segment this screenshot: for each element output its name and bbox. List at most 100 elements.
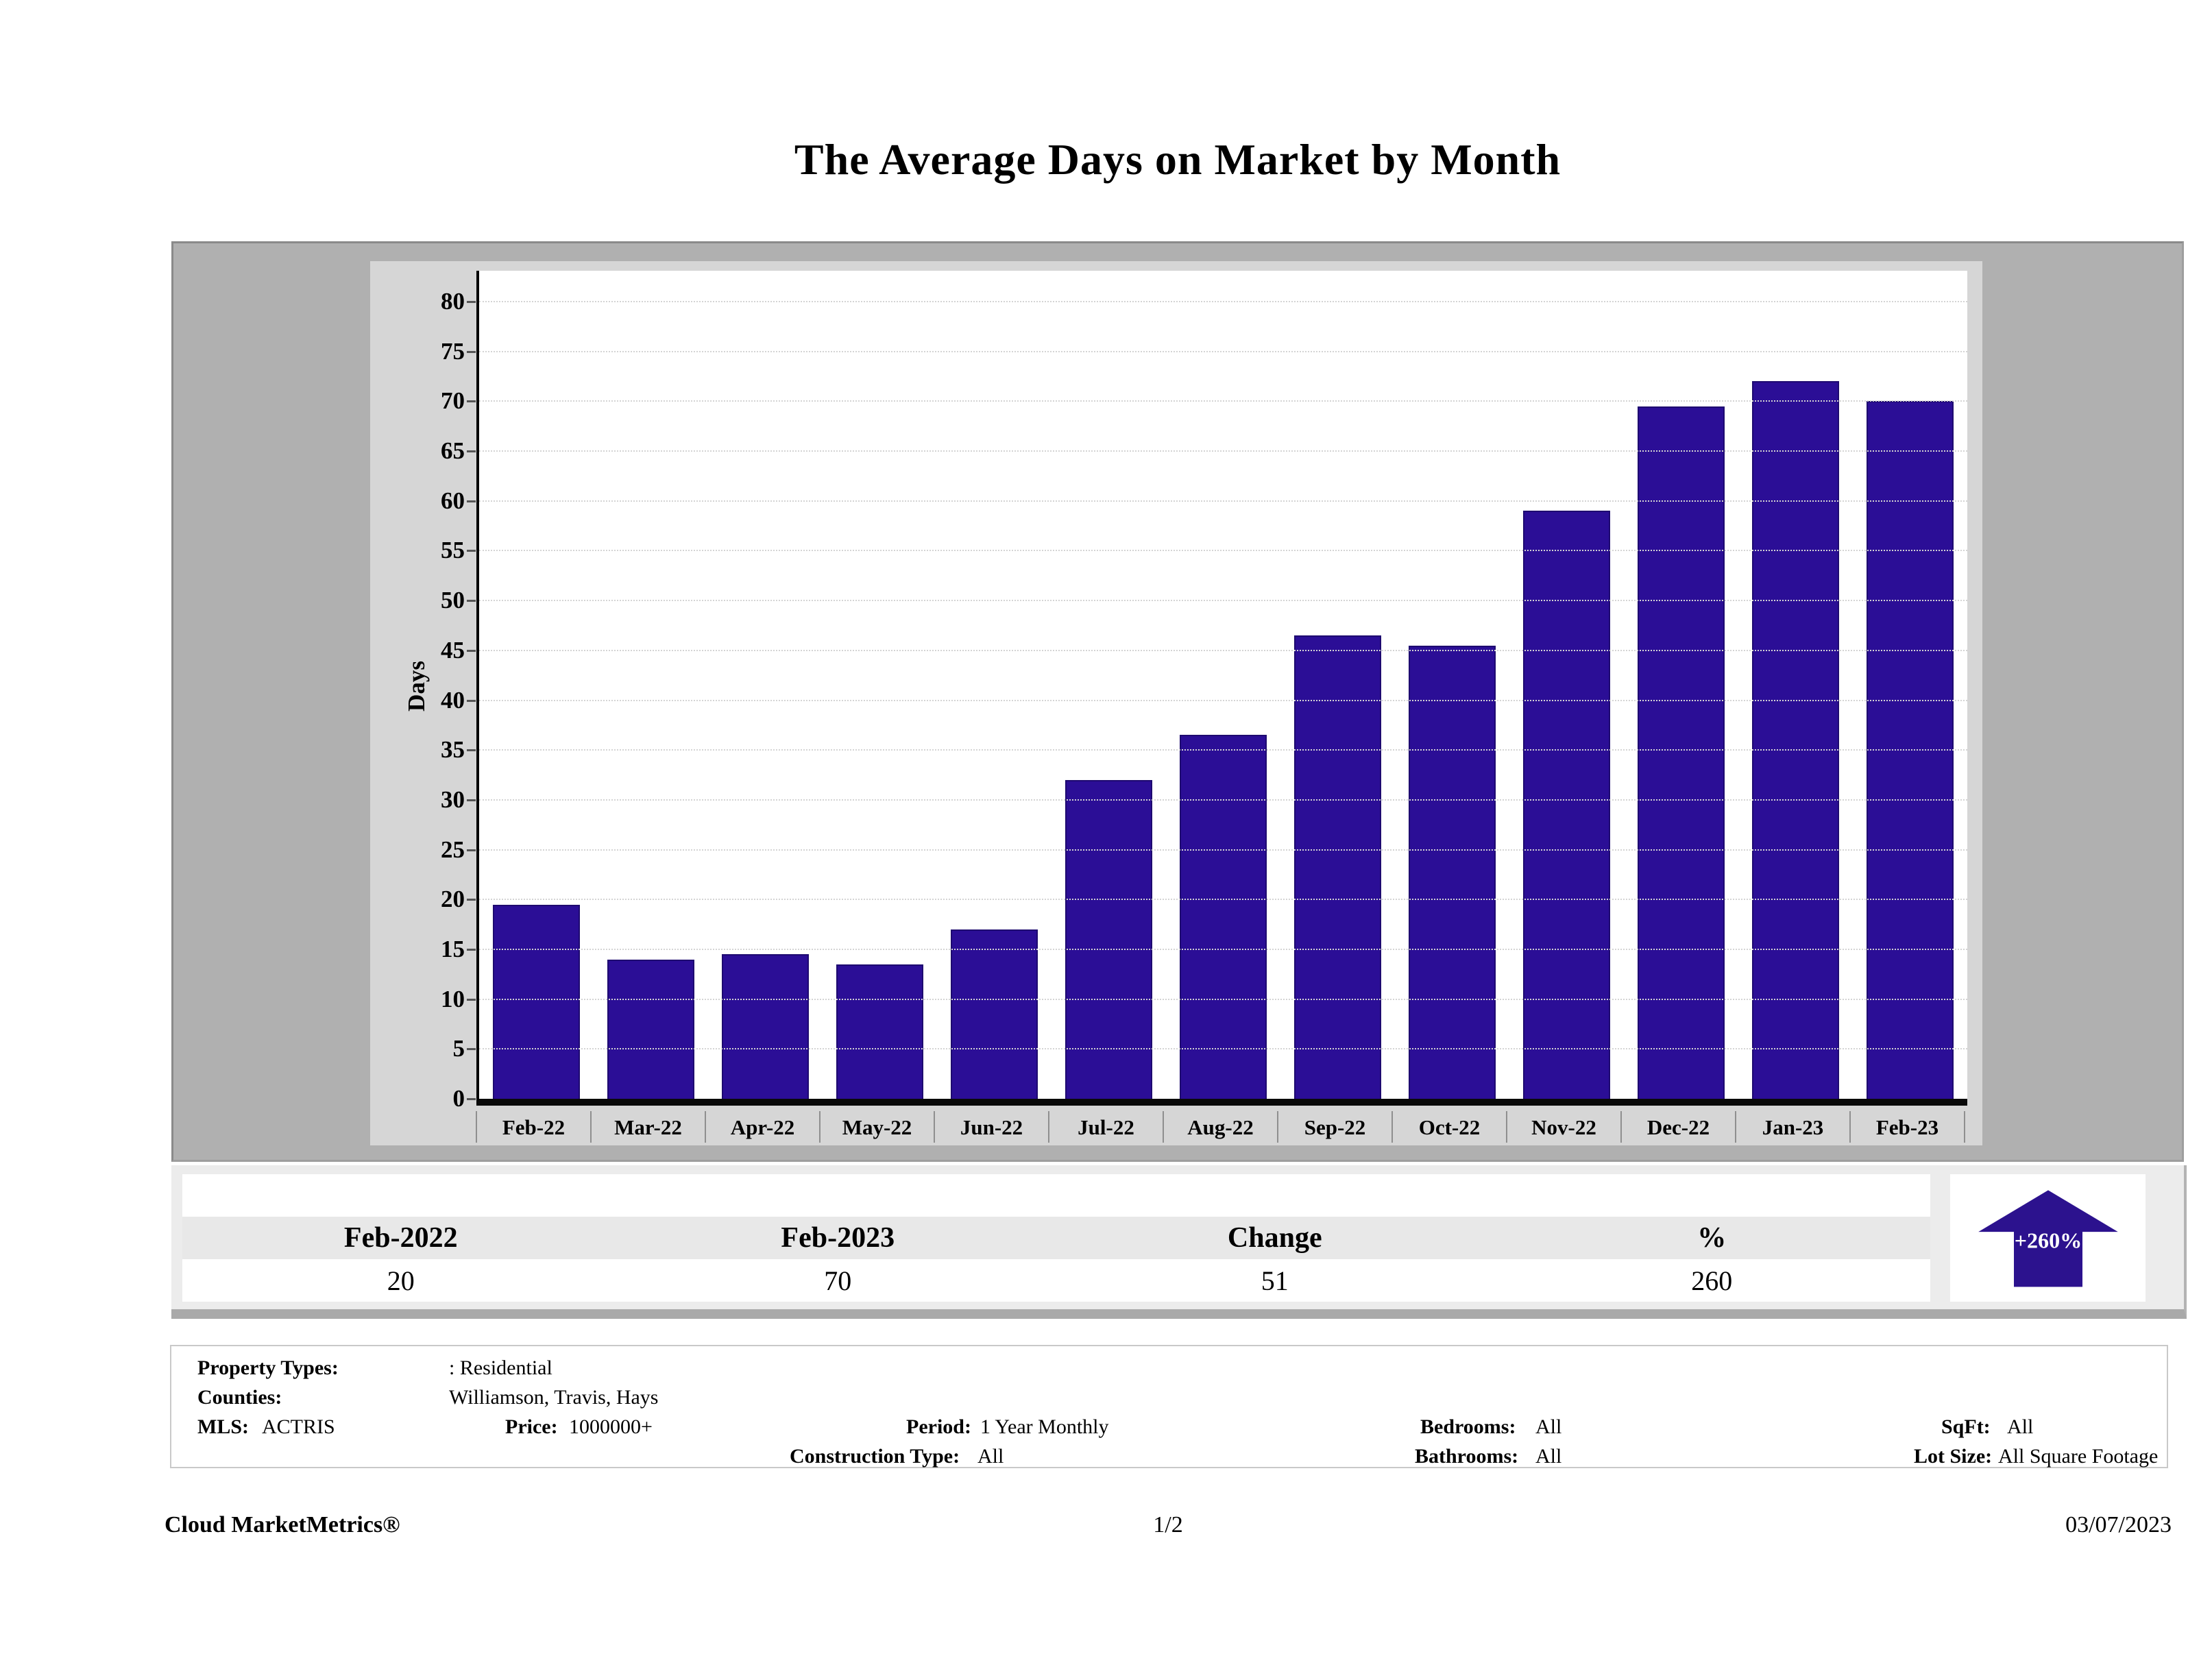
y-grid-line [479,799,1967,801]
bar-series [479,271,1967,1099]
summary-header-row: Feb-2022 Feb-2023 Change% [182,1217,1930,1259]
y-tick-label: 35 [441,736,465,764]
chart-panel: Days Feb-22 Mar-22 Apr-22 May-22 Jun-22 Jul-2… [171,241,2184,1162]
x-tick-label: Dec-22 [1646,1115,1710,1139]
y-grid-line [479,649,1967,651]
bathrooms-value: All [1535,1445,1562,1468]
y-grid-line [479,550,1967,552]
y-tick-mark [467,1098,476,1100]
bar-slot [823,964,937,1099]
x-tick-separator [1277,1111,1278,1143]
bar-slot [1395,645,1509,1099]
y-tick-mark [467,799,476,801]
y-tick-mark [467,849,476,851]
summary-value-row: 20 70 51 260 [182,1259,1930,1302]
y-grid-line [479,400,1967,402]
x-tick-label: Oct-22 [1418,1115,1481,1139]
x-tick-separator [1048,1111,1049,1143]
bar-slot [1280,635,1395,1099]
x-tick-label: Nov-22 [1531,1115,1596,1139]
y-grid-line [479,849,1967,851]
y-tick-mark [467,649,476,652]
bar-slot [708,954,823,1099]
y-tick-label: 10 [441,985,465,1012]
x-axis-labels: Feb-22 Mar-22 Apr-22 May-22 Jun-22 Jul-22 Aug-… [476,1111,1965,1144]
up-arrow-icon: +260% [1978,1190,2118,1287]
construction-type-label: Construction Type: [790,1445,960,1468]
bar-slot [1738,381,1853,1099]
y-grid-line [479,948,1967,950]
y-tick-mark [467,749,476,752]
x-tick-separator [934,1111,935,1143]
bar-slot [1624,406,1738,1099]
footer-date: 03/07/2023 [2065,1512,2172,1537]
sqft-label: SqFt: [1941,1415,1991,1438]
x-tick-separator [476,1111,477,1143]
counties-label: Counties: [197,1386,282,1409]
y-tick-mark [467,948,476,951]
bar [1065,779,1152,1099]
construction-type-value: All [977,1445,1004,1468]
x-tick-label: Apr-22 [730,1115,795,1139]
page-title: The Average Days on Market by Month [794,135,1561,184]
x-tick-label: Jan-23 [1762,1115,1824,1139]
y-tick-label: 60 [441,487,465,514]
price-label: Price: [505,1415,558,1438]
change-badge: +260% [1950,1174,2146,1302]
up-arrow-shape [1978,1190,2118,1287]
sqft-value: All [2007,1415,2034,1438]
filters-box: Property Types: : Residential Counties: … [170,1345,2168,1468]
y-tick-label: 25 [441,836,465,863]
summary-value-cell: 260 [1691,1265,1733,1296]
y-tick-label: 45 [441,636,465,664]
summary-header-cell: Feb-2022 [343,1222,458,1254]
y-grid-line [479,500,1967,502]
footer-brand: Cloud MarketMetrics® [165,1512,400,1537]
y-tick-label: 15 [441,935,465,962]
bar [493,904,580,1099]
y-tick-mark [467,400,476,403]
change-badge-label: +260% [2014,1228,2082,1252]
period-value: 1 Year Monthly [980,1415,1109,1438]
y-grid-line [479,699,1967,701]
x-tick-label: Feb-23 [1875,1115,1939,1139]
summary-header-cell: Feb-2023 [781,1222,895,1254]
x-tick-label: Feb-22 [502,1115,566,1139]
property-types-value: : Residential [449,1357,552,1379]
mls-value: ACTRIS [262,1415,335,1438]
price-value: 1000000+ [569,1415,653,1438]
bar [1294,635,1381,1099]
x-tick-separator [1506,1111,1507,1143]
x-tick-label: Jun-22 [960,1115,1023,1139]
footer: Cloud MarketMetrics® 1/2 03/07/2023 [165,1512,2172,1538]
mls-label: MLS: [197,1415,249,1438]
y-tick-label: 40 [441,686,465,714]
bar [1523,511,1610,1099]
summary-value-cell: 51 [1261,1265,1289,1296]
y-tick-label: 30 [441,786,465,813]
y-tick-mark [467,699,476,702]
footer-page-number: 1/2 [1153,1512,1183,1537]
bar [722,954,809,1099]
y-tick-label: 20 [441,886,465,913]
period-label: Period: [906,1415,971,1438]
bedrooms-value: All [1535,1415,1562,1438]
counties-value: Williamson, Travis, Hays [449,1386,659,1409]
y-tick-label: 0 [452,1085,465,1112]
bar [607,959,694,1099]
x-tick-separator [1163,1111,1164,1143]
property-types-label: Property Types: [197,1357,339,1379]
bar [1180,735,1267,1099]
y-tick-label: 50 [441,587,465,614]
x-tick-separator [1391,1111,1393,1143]
x-tick-label: Aug-22 [1187,1115,1254,1139]
y-tick-label: 5 [452,1035,465,1062]
y-grid-line [479,450,1967,452]
summary-value-cell: 70 [824,1265,852,1296]
y-tick-mark [467,301,476,303]
bar [1638,406,1725,1099]
summary-header-cell: Change [1227,1222,1322,1254]
x-tick-separator [1735,1111,1736,1143]
summary-table: Feb-2022 Feb-2023 Change% 20 70 51 260 [182,1174,1930,1302]
